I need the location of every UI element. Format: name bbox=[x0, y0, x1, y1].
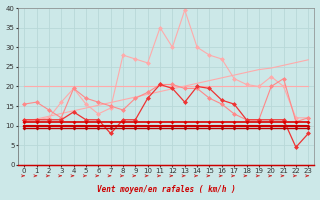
X-axis label: Vent moyen/en rafales ( km/h ): Vent moyen/en rafales ( km/h ) bbox=[97, 185, 236, 194]
